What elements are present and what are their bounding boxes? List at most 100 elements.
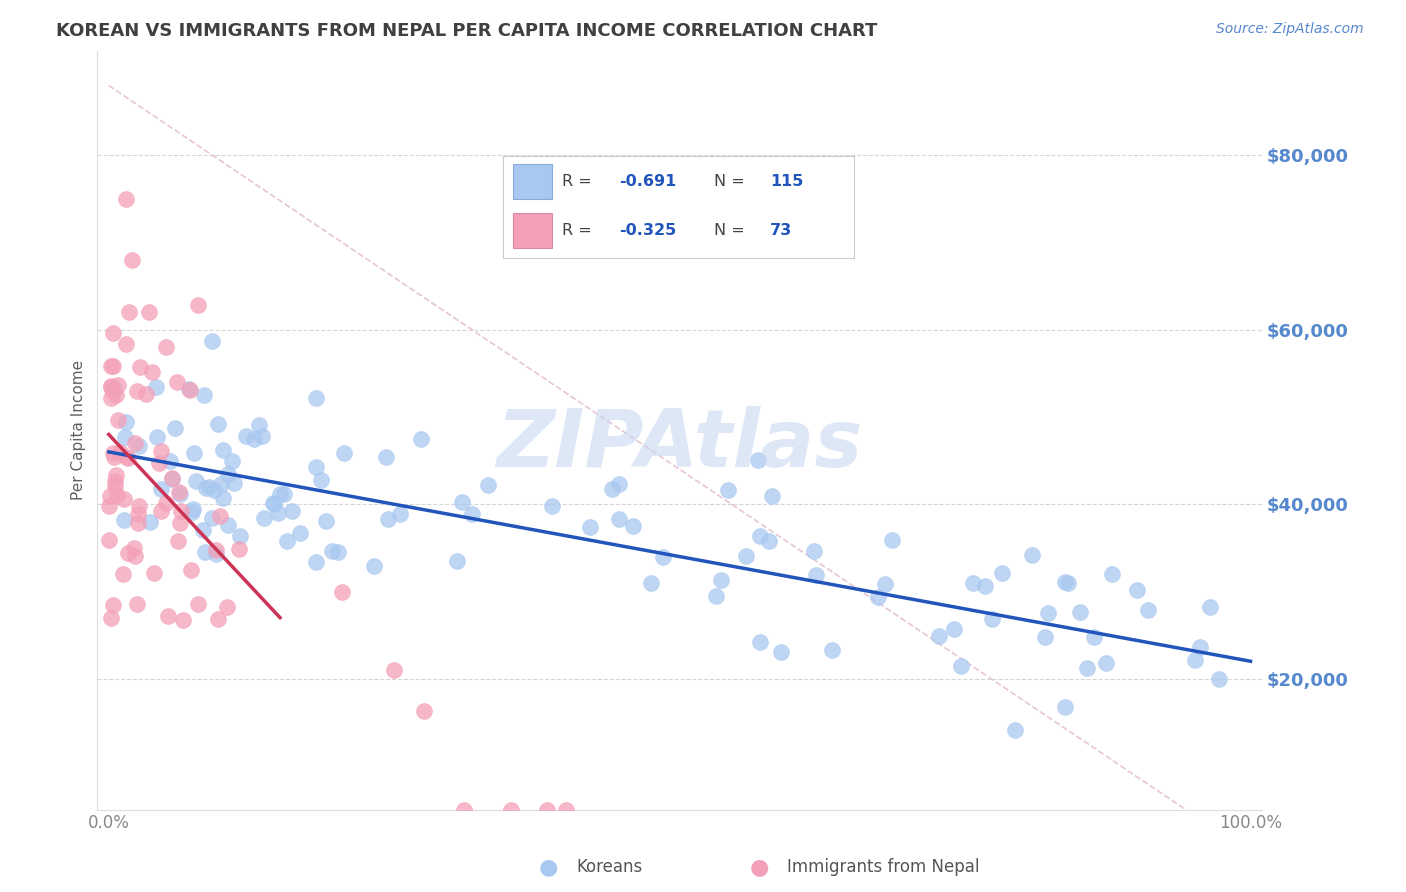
Point bbox=[710, 573, 733, 587]
Point bbox=[704, 589, 727, 603]
Point bbox=[115, 415, 138, 429]
Point bbox=[928, 629, 950, 643]
Point bbox=[541, 500, 564, 514]
Point bbox=[332, 446, 354, 460]
Point bbox=[195, 481, 218, 495]
Point bbox=[204, 542, 226, 557]
Point bbox=[821, 643, 844, 657]
Point bbox=[167, 534, 190, 549]
Point bbox=[201, 511, 224, 525]
Point bbox=[141, 365, 163, 379]
Point bbox=[148, 456, 170, 470]
Point bbox=[253, 510, 276, 524]
Point bbox=[413, 704, 436, 718]
Point bbox=[377, 512, 399, 526]
Point bbox=[124, 549, 146, 563]
Point bbox=[873, 576, 896, 591]
Point bbox=[717, 483, 740, 498]
Point bbox=[578, 520, 600, 534]
Point bbox=[315, 514, 337, 528]
Point bbox=[104, 479, 127, 493]
Point bbox=[411, 432, 433, 446]
Point bbox=[138, 305, 160, 319]
Point bbox=[150, 482, 173, 496]
Point bbox=[607, 512, 630, 526]
Point bbox=[112, 513, 135, 527]
Point bbox=[181, 505, 204, 519]
Point bbox=[222, 476, 245, 491]
Point bbox=[100, 379, 122, 393]
Point bbox=[184, 474, 207, 488]
Point bbox=[1199, 599, 1222, 614]
Point bbox=[949, 659, 972, 673]
Y-axis label: Per Capita Income: Per Capita Income bbox=[72, 360, 86, 500]
Point bbox=[453, 803, 475, 817]
Point bbox=[263, 498, 285, 512]
Point bbox=[882, 533, 904, 547]
Bar bbox=[513, 213, 551, 248]
Point bbox=[128, 439, 150, 453]
Point bbox=[101, 326, 124, 341]
Point bbox=[100, 379, 122, 393]
Point bbox=[262, 496, 284, 510]
Text: -0.691: -0.691 bbox=[619, 174, 676, 189]
Point bbox=[460, 508, 482, 522]
Point bbox=[991, 566, 1014, 581]
Point bbox=[125, 384, 148, 399]
Point bbox=[1208, 672, 1230, 686]
Point bbox=[974, 579, 997, 593]
Text: R =: R = bbox=[562, 174, 598, 189]
Point bbox=[499, 803, 522, 817]
Point bbox=[242, 432, 264, 446]
Point bbox=[194, 545, 217, 559]
Point bbox=[640, 576, 662, 591]
Point bbox=[204, 548, 226, 562]
Point bbox=[107, 378, 129, 392]
Point bbox=[749, 634, 772, 648]
Point bbox=[100, 359, 122, 373]
Point bbox=[104, 468, 127, 483]
Point bbox=[207, 612, 229, 626]
Point bbox=[607, 476, 630, 491]
Point bbox=[179, 382, 201, 396]
Point bbox=[554, 803, 576, 817]
Point bbox=[160, 472, 183, 486]
Point bbox=[142, 566, 165, 581]
Text: -0.325: -0.325 bbox=[619, 223, 676, 238]
Point bbox=[101, 445, 124, 459]
Point bbox=[1184, 653, 1206, 667]
Point bbox=[1033, 630, 1056, 644]
Point bbox=[328, 545, 350, 559]
Point bbox=[167, 485, 190, 500]
Point bbox=[747, 453, 769, 467]
Point bbox=[1053, 700, 1076, 714]
Text: N =: N = bbox=[713, 223, 749, 238]
Point bbox=[221, 454, 243, 468]
Point bbox=[363, 558, 385, 573]
Point bbox=[135, 387, 157, 401]
Point bbox=[446, 554, 468, 568]
Point bbox=[127, 516, 149, 530]
Point bbox=[212, 442, 235, 457]
Point bbox=[150, 504, 173, 518]
Point bbox=[187, 298, 209, 312]
Point bbox=[117, 546, 139, 560]
Point bbox=[183, 502, 205, 516]
Point bbox=[600, 483, 623, 497]
Point bbox=[267, 506, 290, 520]
Point bbox=[101, 384, 124, 399]
Point bbox=[150, 444, 173, 458]
Point bbox=[1094, 656, 1116, 670]
Point bbox=[389, 507, 412, 521]
Point bbox=[100, 611, 122, 625]
Point bbox=[758, 533, 780, 548]
Point bbox=[180, 563, 202, 577]
Point bbox=[1101, 567, 1123, 582]
Point bbox=[103, 450, 125, 465]
Point bbox=[217, 467, 239, 481]
Point bbox=[163, 420, 186, 434]
Point bbox=[202, 483, 225, 497]
Point bbox=[1057, 576, 1080, 591]
Point bbox=[155, 340, 177, 354]
Point bbox=[1189, 640, 1212, 655]
